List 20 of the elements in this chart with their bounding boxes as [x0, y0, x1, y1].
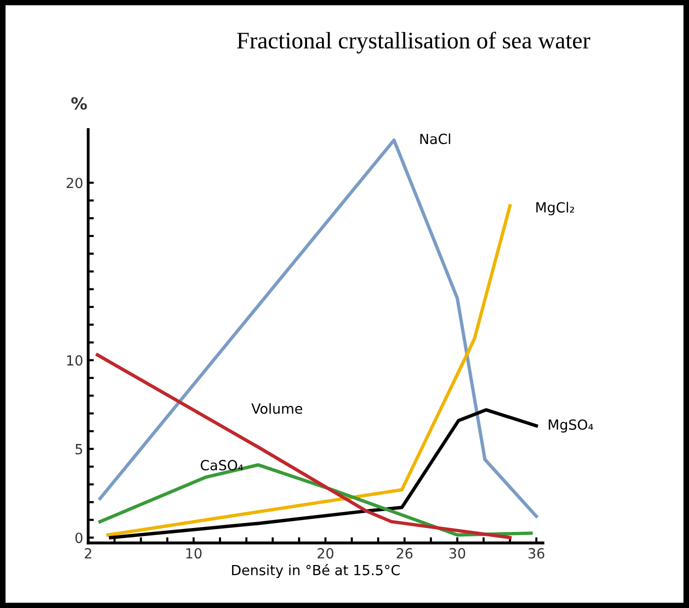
line-series	[96, 353, 512, 540]
x-tick-label: 2	[84, 548, 92, 558]
series-label: CaSO₄	[200, 460, 244, 470]
y-tick-label: 20	[66, 178, 82, 188]
x-tick-label: 36	[528, 548, 544, 559]
series-label: MgCl₂	[536, 202, 574, 216]
line-series	[106, 204, 512, 537]
x-tick-label: 30	[449, 548, 466, 559]
x-tick-label: 26	[396, 548, 412, 559]
y-tick-label: 0	[75, 532, 82, 544]
chart-title: Fractional crystallisation of sea water	[237, 32, 590, 54]
x-axis-title: Density in °Bé at 15.5°C	[232, 564, 400, 578]
x-tick-label: 10	[186, 548, 202, 559]
x-tick-label: 20	[318, 548, 334, 559]
y-axis-title: %	[71, 97, 87, 110]
series-label: MgSO₄	[548, 419, 594, 433]
y-tick-label: 5	[76, 444, 82, 454]
series-label: Volume	[251, 403, 302, 414]
y-tick-label: 10	[67, 355, 82, 366]
series-label: NaCl	[420, 133, 450, 144]
